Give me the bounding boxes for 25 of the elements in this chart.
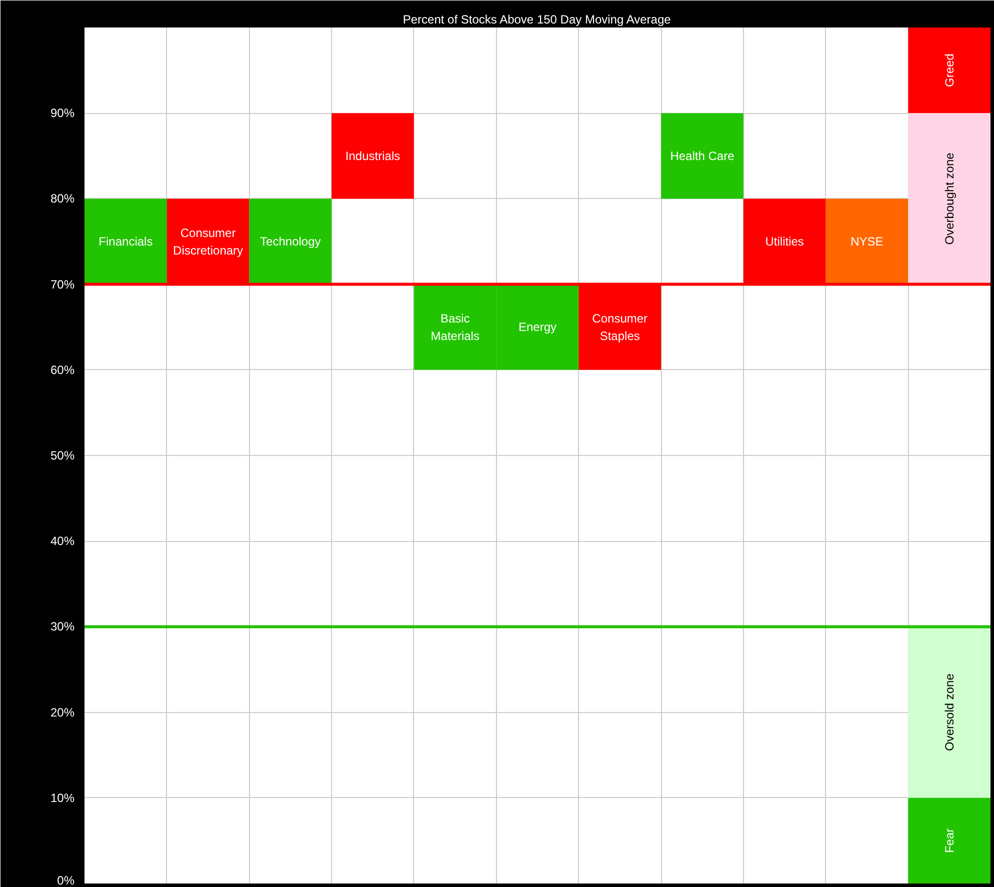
y-tick-label: 0% xyxy=(57,874,75,887)
series-label: Technology xyxy=(260,234,321,248)
series-label: Overbought zone xyxy=(942,152,956,245)
series-label: Basic Materials xyxy=(430,311,480,343)
series-label: Fear xyxy=(942,828,956,854)
y-tick-label: 10% xyxy=(50,790,75,805)
series-label: Energy xyxy=(518,320,557,334)
y-tick-label: 70% xyxy=(50,277,75,292)
y-tick-label: 80% xyxy=(50,192,75,206)
y-tick-label: 60% xyxy=(50,362,75,377)
y-tick-label: 20% xyxy=(50,705,75,720)
series-label: Consumer Discretionary xyxy=(173,226,244,258)
series-label: Industrials xyxy=(345,148,400,163)
y-tick-label: 50% xyxy=(50,448,75,462)
series-label: Financials xyxy=(98,234,153,248)
series-label: NYSE xyxy=(850,234,884,248)
series-label: Oversold zone xyxy=(942,673,956,751)
series-label: Consumer Staples xyxy=(592,311,648,343)
y-tick-label: 40% xyxy=(50,534,75,548)
y-tick-label: 90% xyxy=(50,106,75,120)
series-label: Health Care xyxy=(670,148,735,163)
series-label: Greed xyxy=(942,54,956,87)
y-tick-label: 30% xyxy=(50,620,75,634)
chart-title: Percent of Stocks Above 150 Day Moving Average xyxy=(402,12,672,26)
series-label: Utilities xyxy=(765,234,804,248)
